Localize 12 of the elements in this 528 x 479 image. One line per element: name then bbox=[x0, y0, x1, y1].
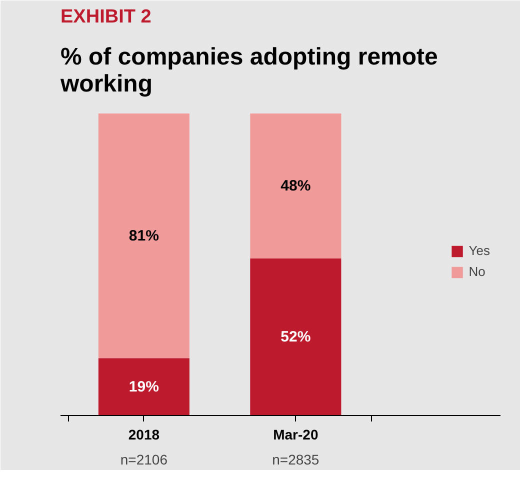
data-label: 48% bbox=[280, 178, 311, 195]
data-label: 19% bbox=[128, 378, 159, 396]
text: n=2835 bbox=[272, 452, 320, 468]
text: n=2106 bbox=[120, 452, 168, 468]
x-tick-label: 2018 bbox=[128, 426, 160, 442]
data-label: 81% bbox=[128, 227, 159, 244]
x-tick-label: Mar-20 bbox=[273, 426, 318, 442]
legend-label: Yes bbox=[468, 243, 490, 258]
chart-subtitle: % of companies adopting remote working bbox=[60, 44, 438, 98]
chart-title: EXHIBIT 2 bbox=[60, 6, 152, 28]
data-label: 52% bbox=[280, 328, 311, 346]
legend-label: No bbox=[468, 264, 486, 279]
